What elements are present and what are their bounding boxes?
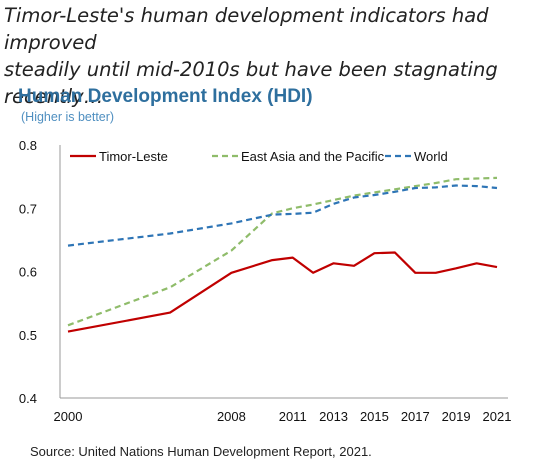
x-tick-label: 2017 <box>401 409 430 424</box>
y-tick-label: 0.5 <box>19 328 37 343</box>
y-tick-label: 0.8 <box>19 138 37 153</box>
headline-line-2: steadily until mid-2010s but have been s… <box>4 58 498 108</box>
x-tick-label: 2000 <box>54 409 83 424</box>
legend-label-2: East Asia and the Pacific <box>241 149 385 164</box>
y-tick-label: 0.6 <box>19 265 37 280</box>
y-tick-labels: 0.4 0.5 0.6 0.7 0.8 <box>19 138 37 406</box>
source-note: Source: United Nations Human Development… <box>30 444 372 459</box>
chart-title: Human Development Index (HDI) <box>18 86 313 107</box>
x-tick-labels: 2000 2008 2011 2013 2015 2017 2019 2021 <box>54 409 512 424</box>
legend-label-3: World <box>414 149 448 164</box>
series-line-3 <box>67 184 498 247</box>
legend: Timor-Leste East Asia and the Pacific Worl… <box>70 149 448 164</box>
x-tick-label: 2015 <box>360 409 389 424</box>
chart-subtitle: (Higher is better) <box>21 110 115 124</box>
x-tick-label: 2008 <box>217 409 246 424</box>
series-line-1 <box>67 251 498 333</box>
legend-label-1: Timor-Leste <box>99 149 168 164</box>
series-lines <box>67 176 498 333</box>
x-tick-label: 2011 <box>279 409 307 424</box>
series-line-2 <box>67 176 498 327</box>
hdi-line-chart: 0.4 0.5 0.6 0.7 0.8 2000 2008 2011 2013 2015 2017… <box>19 138 512 424</box>
x-tick-label: 2021 <box>483 409 512 424</box>
y-tick-label: 0.4 <box>19 391 37 406</box>
headline-line-1: Timor-Leste's human development indicato… <box>4 4 489 54</box>
headline: Timor-Leste's human development indicato… <box>4 2 534 110</box>
y-tick-label: 0.7 <box>19 201 37 216</box>
x-tick-label: 2019 <box>442 409 471 424</box>
x-tick-label: 2013 <box>319 409 348 424</box>
